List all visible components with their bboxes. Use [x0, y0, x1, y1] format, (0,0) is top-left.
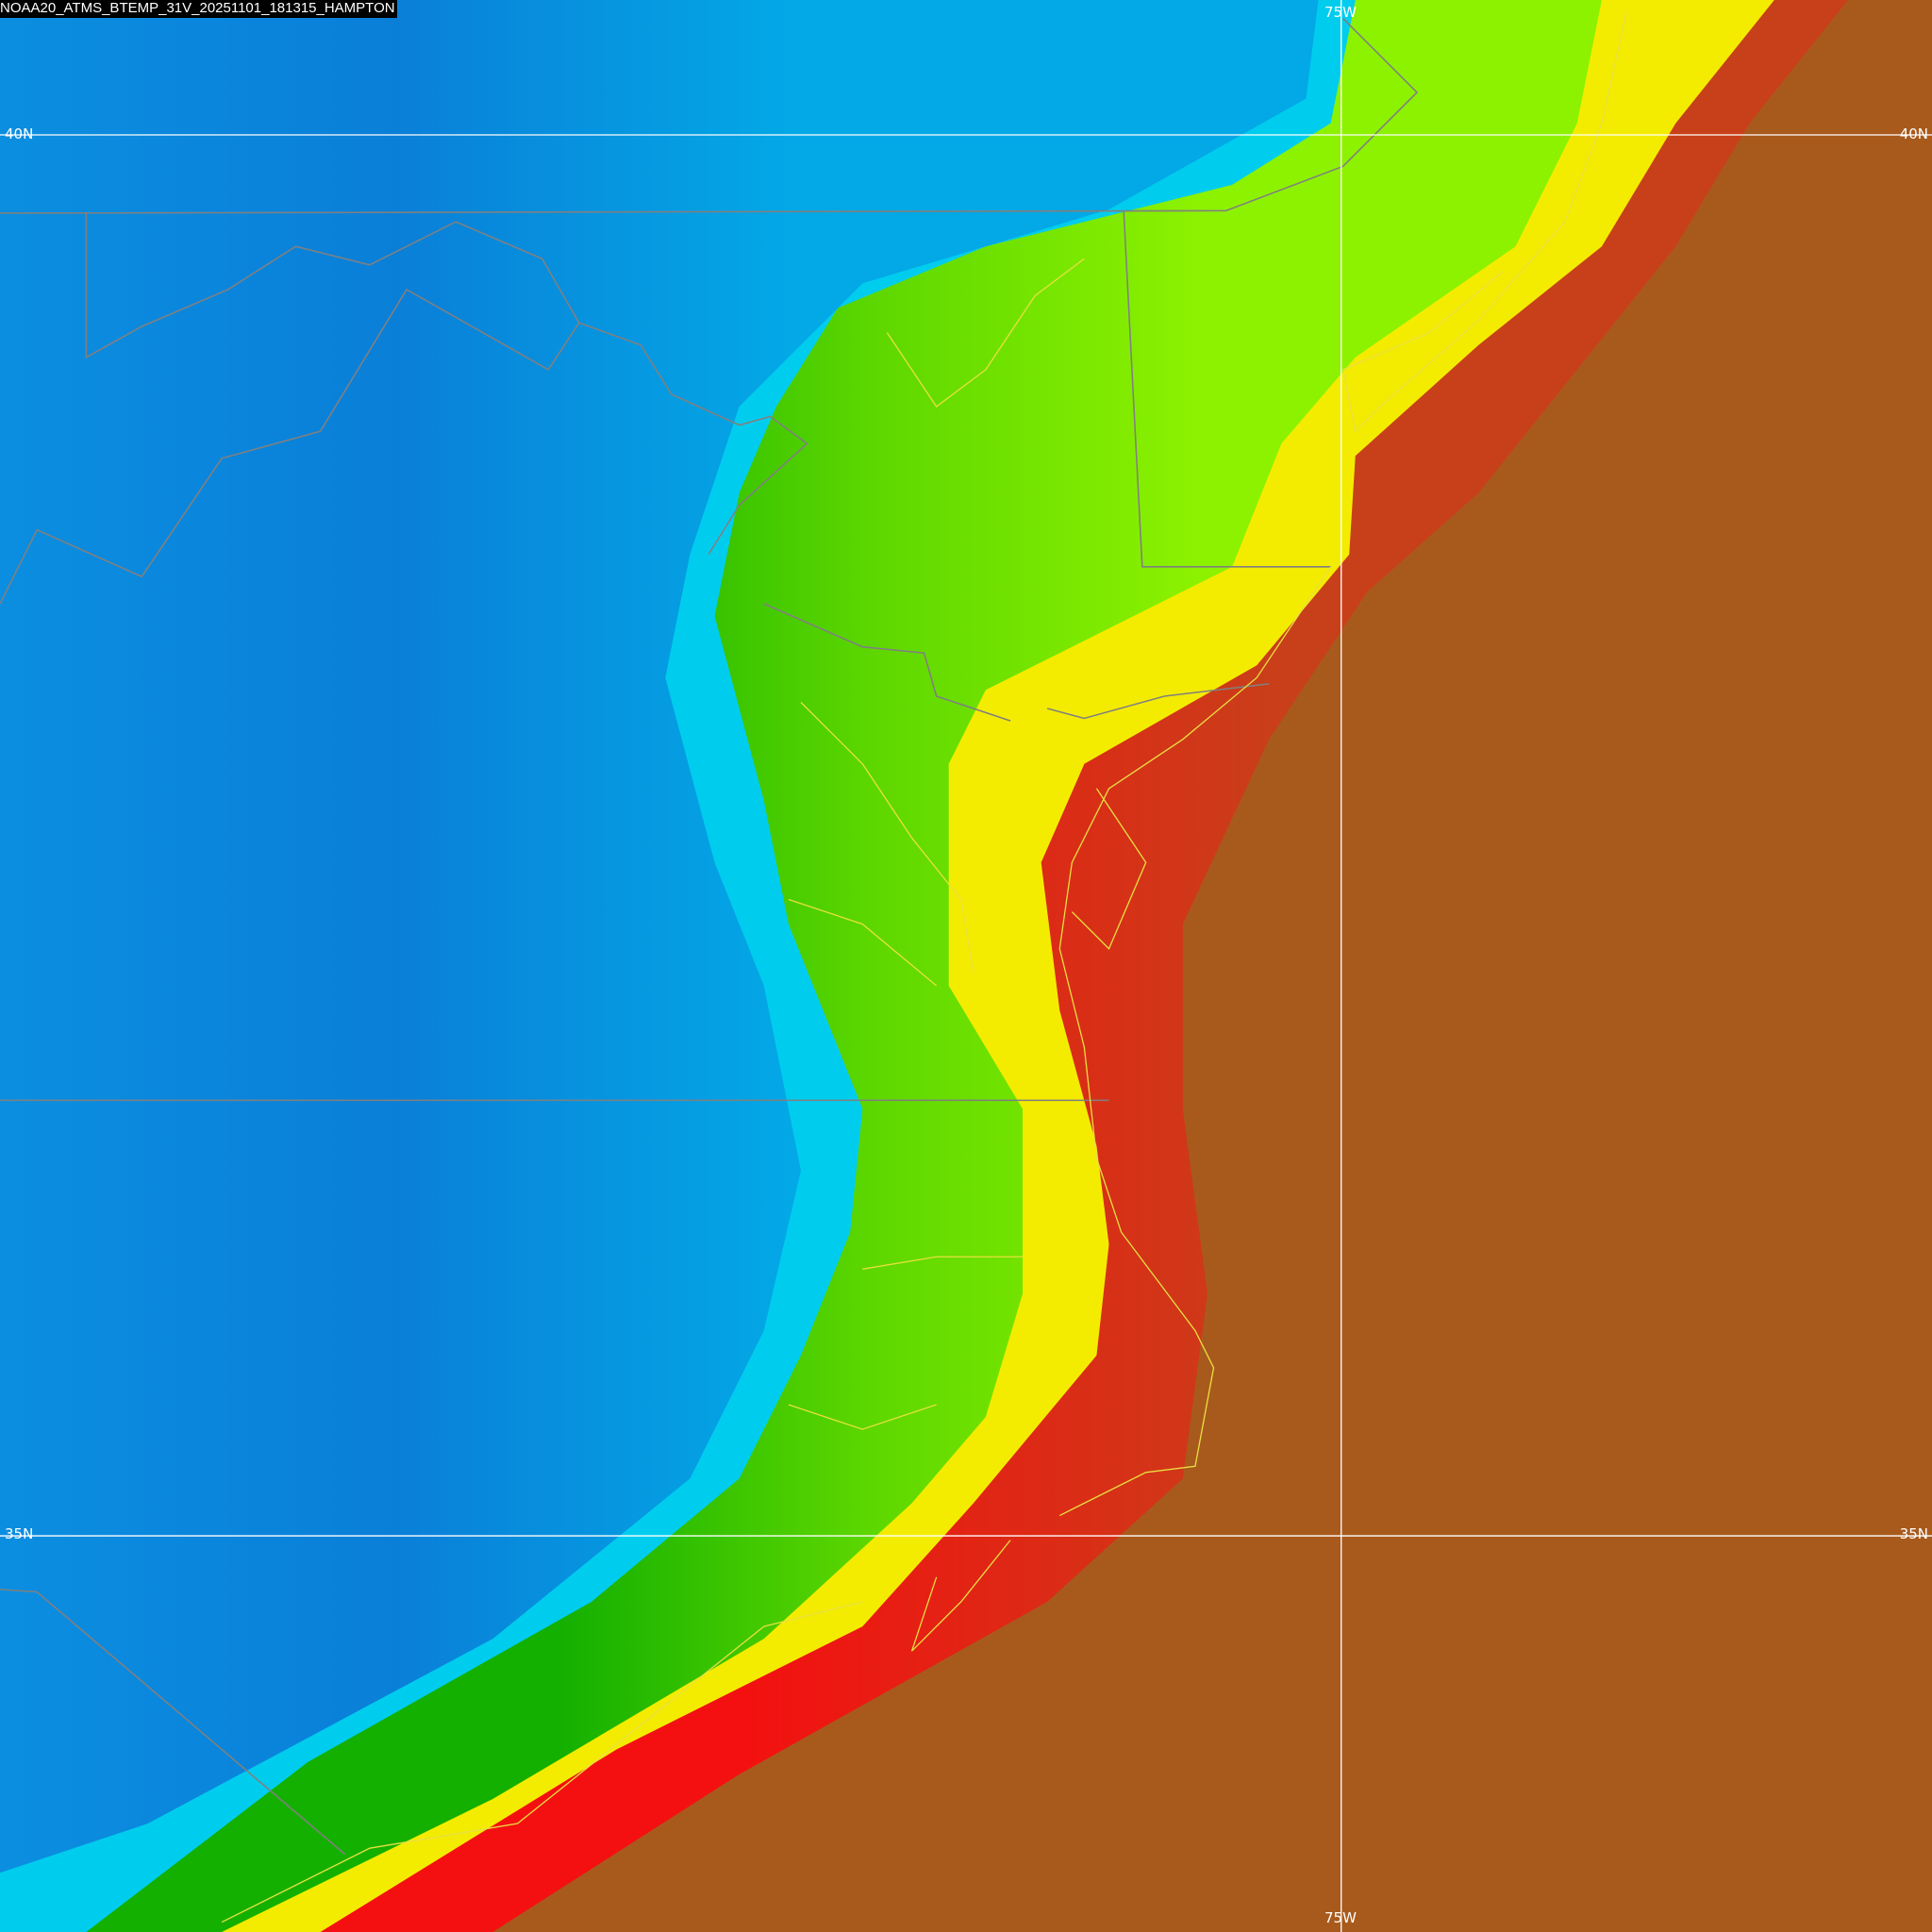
- lon-label-75w-top: 75W: [1324, 4, 1357, 21]
- lat-label-35n-right: 35N: [1899, 1525, 1928, 1542]
- lat-label-40n-right: 40N: [1899, 125, 1928, 142]
- cold-region: [0, 0, 1319, 1874]
- lon-label-75w-bottom: 75W: [1324, 1909, 1357, 1926]
- lat-label-35n-left: 35N: [5, 1525, 34, 1542]
- product-title: NOAA20_ATMS_BTEMP_31V_20251101_181315_HA…: [0, 0, 397, 18]
- state-boundaries: [0, 18, 1419, 1856]
- lat-label-40n-left: 40N: [5, 125, 34, 142]
- coastline: [221, 11, 1627, 1924]
